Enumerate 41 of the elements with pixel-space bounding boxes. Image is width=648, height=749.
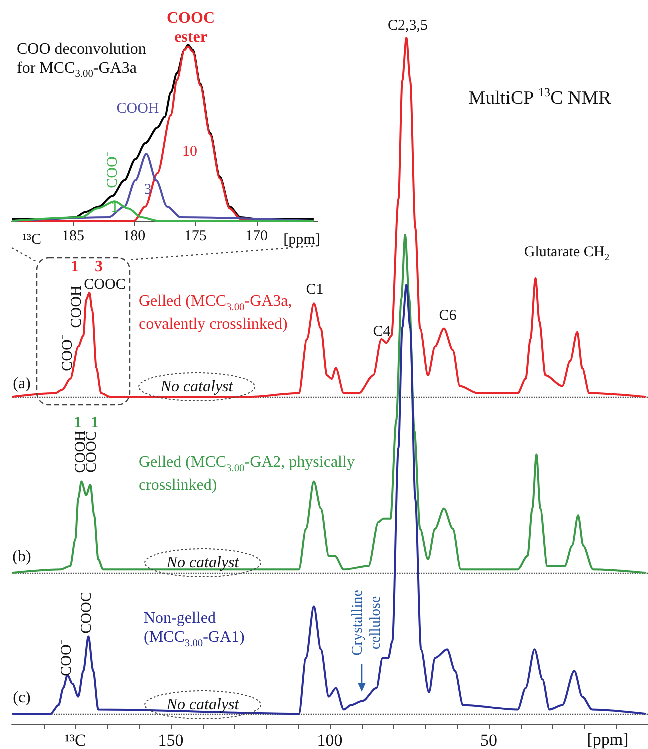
annotation: COOC [78,592,96,634]
text: COO⁻ [104,152,122,188]
annotation: COO⁻ [58,640,76,676]
annotation: 1 [111,199,119,217]
text: MultiCP $^{13}$C NMR [468,85,612,111]
annotation: No catalyst [160,377,234,397]
annotation: No catalyst [166,553,240,573]
annotation: C1 [306,281,324,299]
annotation: C4 [373,323,391,341]
annotation: COOC [84,276,126,294]
series-label: COOC ester [166,8,216,48]
x-axis-title: [ppm] [284,231,320,249]
annotation: 10 [182,143,198,161]
annotation: No catalyst [166,695,240,715]
x-tick-label: 185 [62,228,84,244]
annotation: COO⁻ [59,334,77,372]
x-tick-label: 100 [317,731,343,749]
annotation: (c) [13,688,31,708]
annotation: Crystalline cellulose [349,589,385,658]
annotation: COOH [68,286,85,328]
annotation: (a) [13,374,31,394]
annotation: 3 [95,257,103,277]
annotation: Glutarate CH$_{2}$ [524,244,610,264]
annotation: (b) [12,547,32,567]
text: COOH [116,100,160,118]
annotation: 1 [71,257,79,277]
x-axis-title: [ppm] [587,730,629,749]
x-tick-label: 180 [123,228,146,244]
annotation: C6 [439,307,457,325]
text: Gelled (MCC$_{3.00}$-GA2, physically crosslinked) [139,454,355,494]
text: Non-gelled (MCC$_{3.00}$-GA1) [144,609,246,651]
x-tick-label: ¹³C [64,731,86,749]
annotation: 1 [91,413,99,432]
annotation: 1 [74,413,82,432]
x-tick-label: 175 [184,228,207,244]
x-tick-label: 170 [246,228,268,244]
series-label: Gelled (MCC$_{3.00}$-GA3a, covalently crosslinked) [139,293,292,333]
chart-title: COO deconvolution for MCC$_{3.00}$-GA3a [17,40,148,82]
x-tick-label: 50 [480,731,498,749]
x-tick-label: 150 [158,731,184,749]
text: C2,3,5 [388,17,428,35]
